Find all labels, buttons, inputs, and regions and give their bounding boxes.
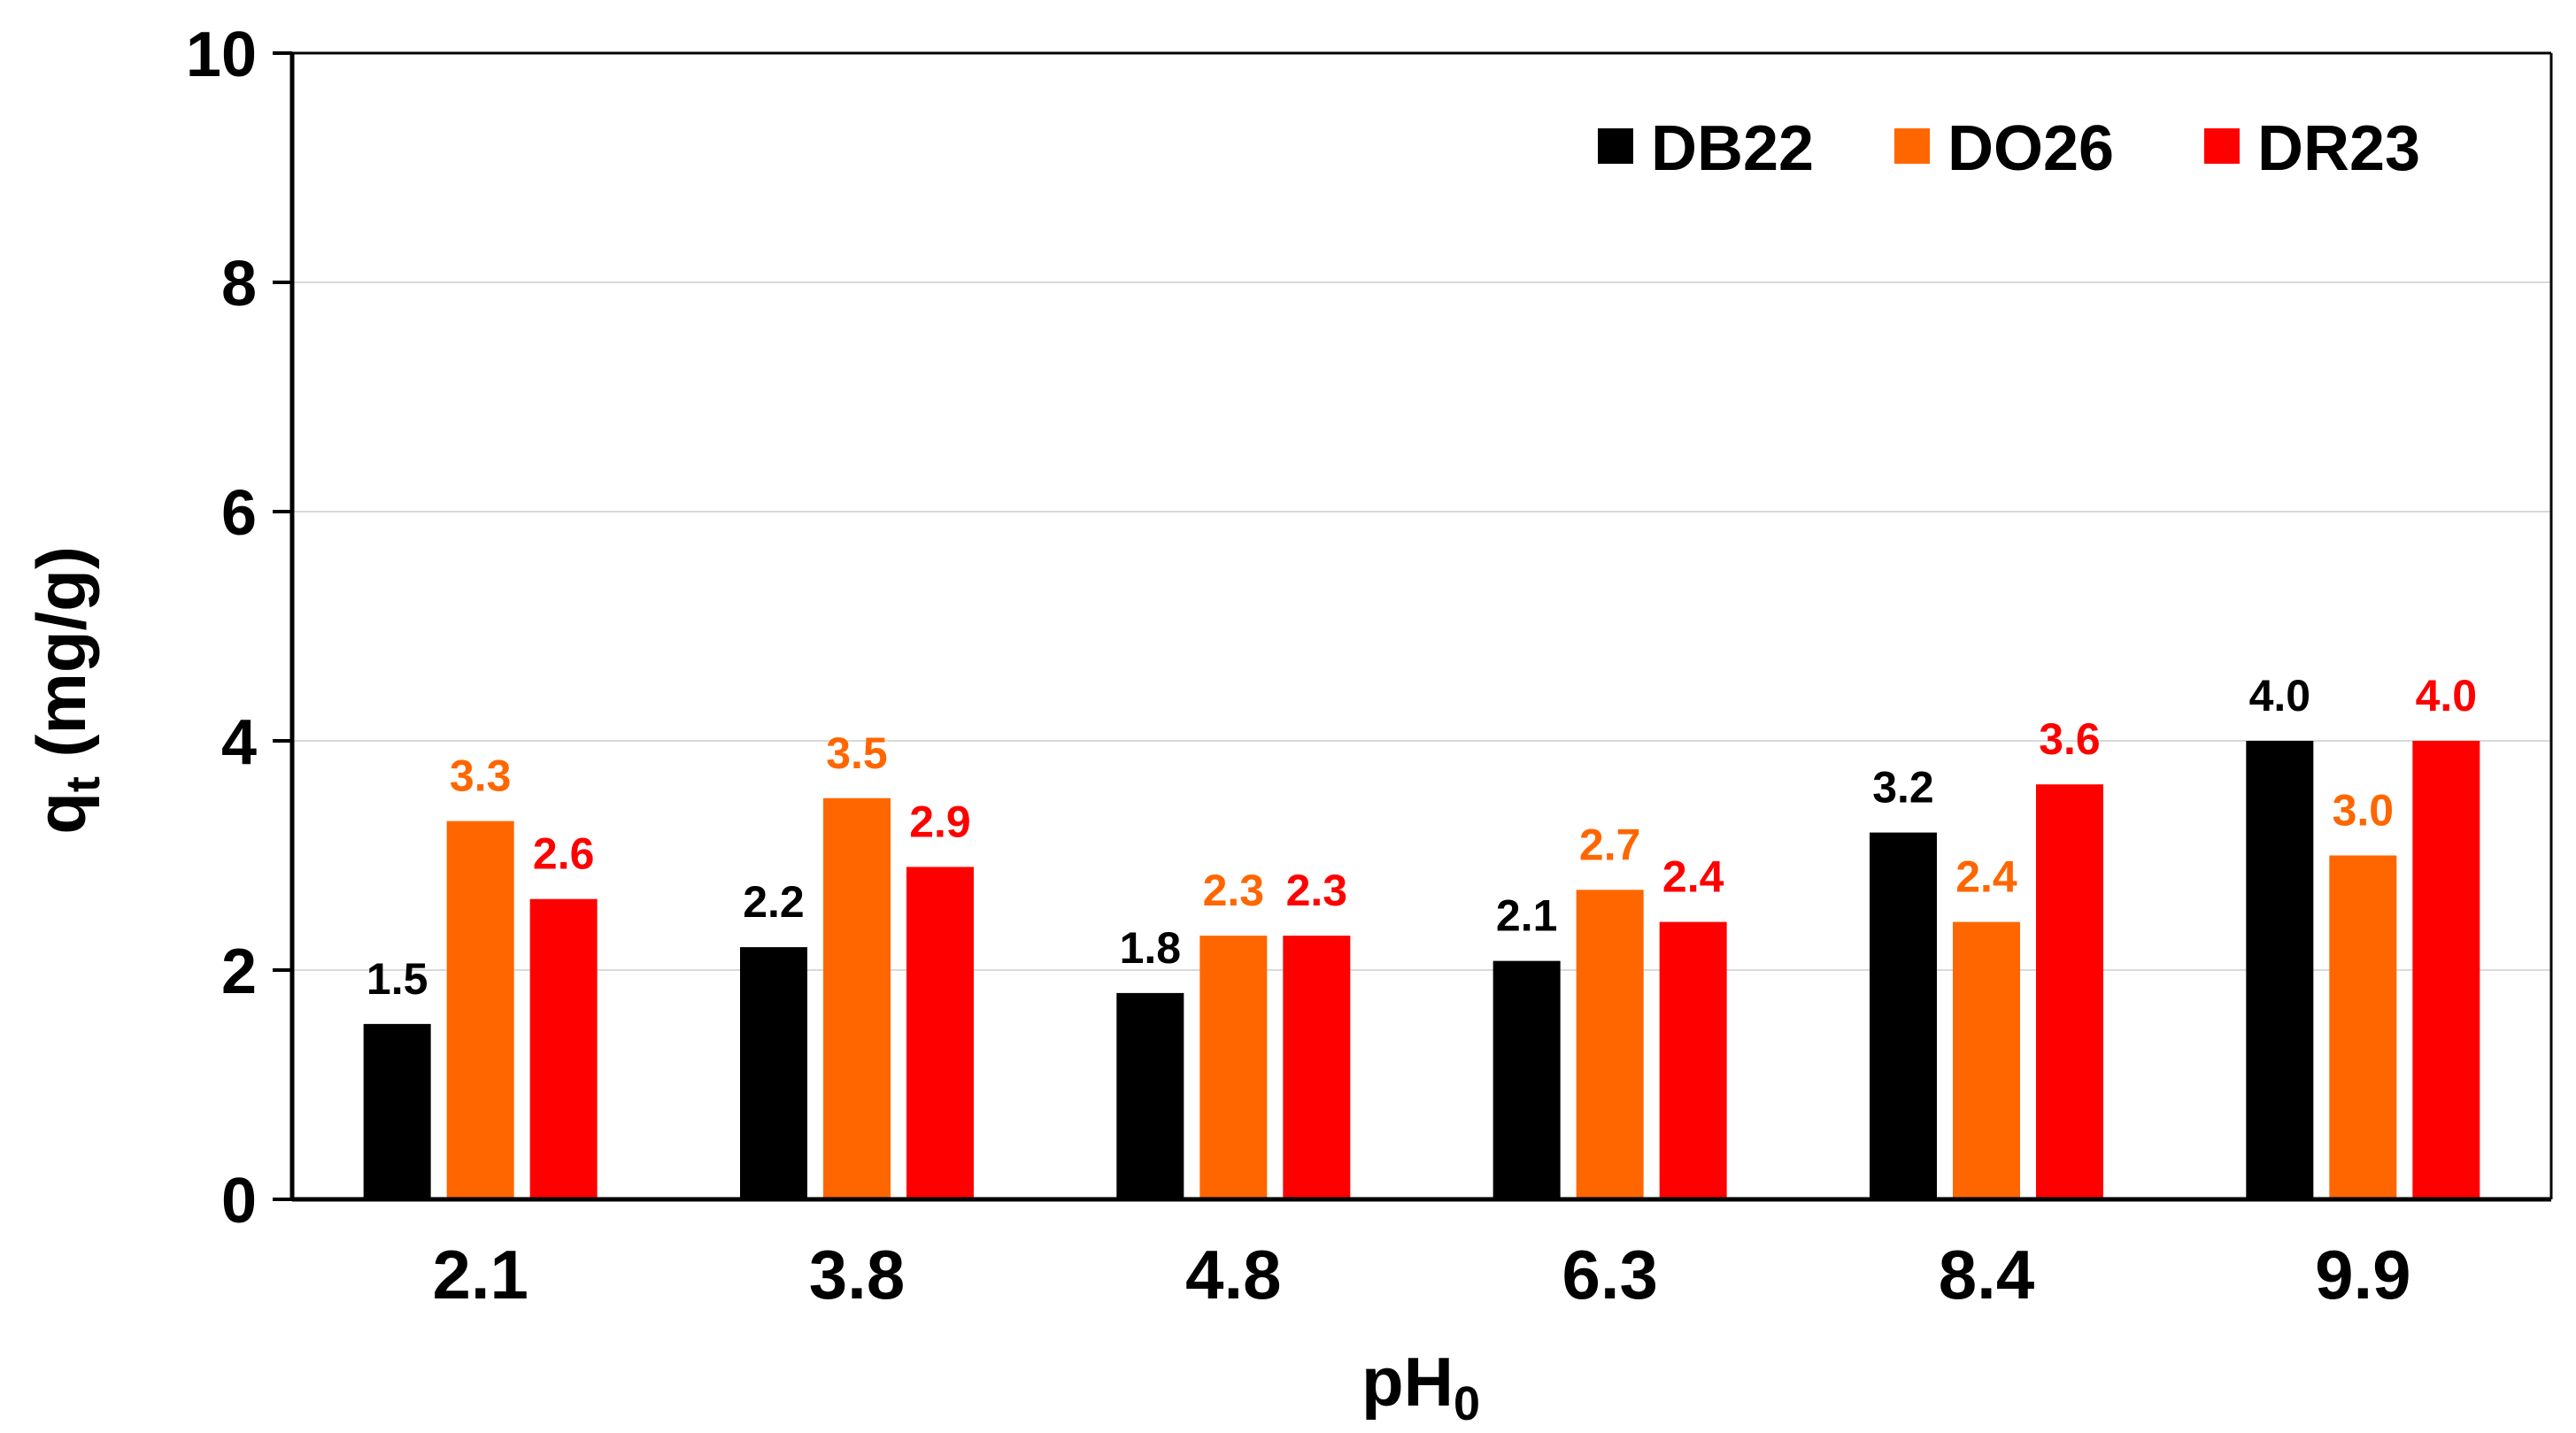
bar-db22-5 bbox=[2246, 741, 2314, 1199]
bar-dr23-5 bbox=[2412, 741, 2480, 1199]
x-tick-label: 8.4 bbox=[1939, 1236, 2034, 1314]
bar-db22-3 bbox=[1492, 960, 1561, 1199]
data-label: 3.3 bbox=[450, 751, 512, 801]
data-label: 2.2 bbox=[743, 877, 805, 927]
legend-label-dr23: DR23 bbox=[2257, 113, 2420, 184]
y-tick-label: 6 bbox=[221, 478, 257, 549]
legend-swatch-dr23 bbox=[2204, 128, 2240, 164]
data-label: 4.0 bbox=[2416, 671, 2478, 720]
data-label: 3.2 bbox=[1872, 763, 1934, 813]
bars bbox=[363, 741, 2480, 1199]
axes: 0 2 4 6 8 10 2.1 3.8 4.8 6.3 8.4 9.9 bbox=[186, 19, 2553, 1314]
x-axis-title: pH0 bbox=[1361, 1343, 1480, 1430]
bar-db22-1 bbox=[740, 947, 807, 1199]
y-tick-label: 8 bbox=[221, 249, 257, 320]
bar-do26-0 bbox=[446, 821, 514, 1199]
x-tick-label: 3.8 bbox=[809, 1236, 905, 1314]
y-axis-title: qt (mg/g) bbox=[22, 546, 110, 835]
bar-do26-2 bbox=[1199, 936, 1268, 1199]
bar-db22-0 bbox=[363, 1023, 431, 1199]
data-label: 2.3 bbox=[1203, 866, 1265, 915]
legend-label-db22: DB22 bbox=[1651, 113, 1814, 184]
data-label: 3.6 bbox=[2039, 714, 2101, 764]
x-tick-label: 6.3 bbox=[1562, 1236, 1657, 1314]
bar-dr23-0 bbox=[529, 898, 598, 1199]
bar-dr23-1 bbox=[906, 867, 974, 1199]
data-label: 2.7 bbox=[1579, 820, 1641, 869]
bar-db22-4 bbox=[1870, 832, 1937, 1199]
bar-do26-3 bbox=[1576, 890, 1644, 1199]
data-label: 2.4 bbox=[1662, 852, 1724, 902]
x-tick-label: 4.8 bbox=[1185, 1236, 1281, 1314]
legend-swatch-db22 bbox=[1598, 128, 1633, 164]
bar-dr23-2 bbox=[1283, 936, 1351, 1199]
y-tick-label: 0 bbox=[221, 1166, 257, 1237]
x-axis-title-subscript: 0 bbox=[1454, 1377, 1480, 1430]
bar-dr23-4 bbox=[2036, 784, 2103, 1199]
data-label: 2.6 bbox=[533, 829, 595, 879]
x-tick-label: 9.9 bbox=[2315, 1236, 2410, 1314]
legend-swatch-do26 bbox=[1894, 128, 1930, 164]
legend: DB22 DO26 DR23 bbox=[1598, 113, 2420, 184]
data-label: 1.5 bbox=[366, 954, 428, 1004]
data-label: 3.5 bbox=[826, 728, 888, 778]
data-label: 2.4 bbox=[1955, 852, 2017, 902]
data-labels: 1.5 3.3 2.6 2.2 3.5 2.9 1.8 2.3 2.3 2.1 2.7 2.4 3.2 2… bbox=[366, 671, 2477, 1004]
bar-do26-4 bbox=[1953, 921, 2020, 1199]
x-axis-title-main: pH bbox=[1361, 1343, 1454, 1421]
y-tick-label: 10 bbox=[186, 19, 257, 90]
data-label: 2.9 bbox=[909, 797, 971, 846]
y-tick-label: 4 bbox=[221, 707, 257, 778]
data-label: 4.0 bbox=[2249, 671, 2311, 720]
bar-dr23-3 bbox=[1659, 921, 1727, 1199]
bar-db22-2 bbox=[1116, 992, 1184, 1199]
legend-label-do26: DO26 bbox=[1947, 113, 2114, 184]
y-tick-label: 2 bbox=[221, 936, 257, 1007]
bar-do26-1 bbox=[823, 797, 891, 1199]
data-label: 3.0 bbox=[2333, 786, 2395, 836]
bar-do26-5 bbox=[2329, 855, 2397, 1199]
y-axis-title-unit: (mg/g) bbox=[22, 546, 100, 776]
x-tick-label: 2.1 bbox=[432, 1236, 528, 1314]
data-label: 2.1 bbox=[1496, 891, 1558, 941]
y-axis-title-main: q bbox=[22, 792, 100, 835]
data-label: 2.3 bbox=[1286, 866, 1348, 915]
y-axis-title-subscript: t bbox=[57, 776, 110, 792]
data-label: 1.8 bbox=[1120, 923, 1182, 973]
